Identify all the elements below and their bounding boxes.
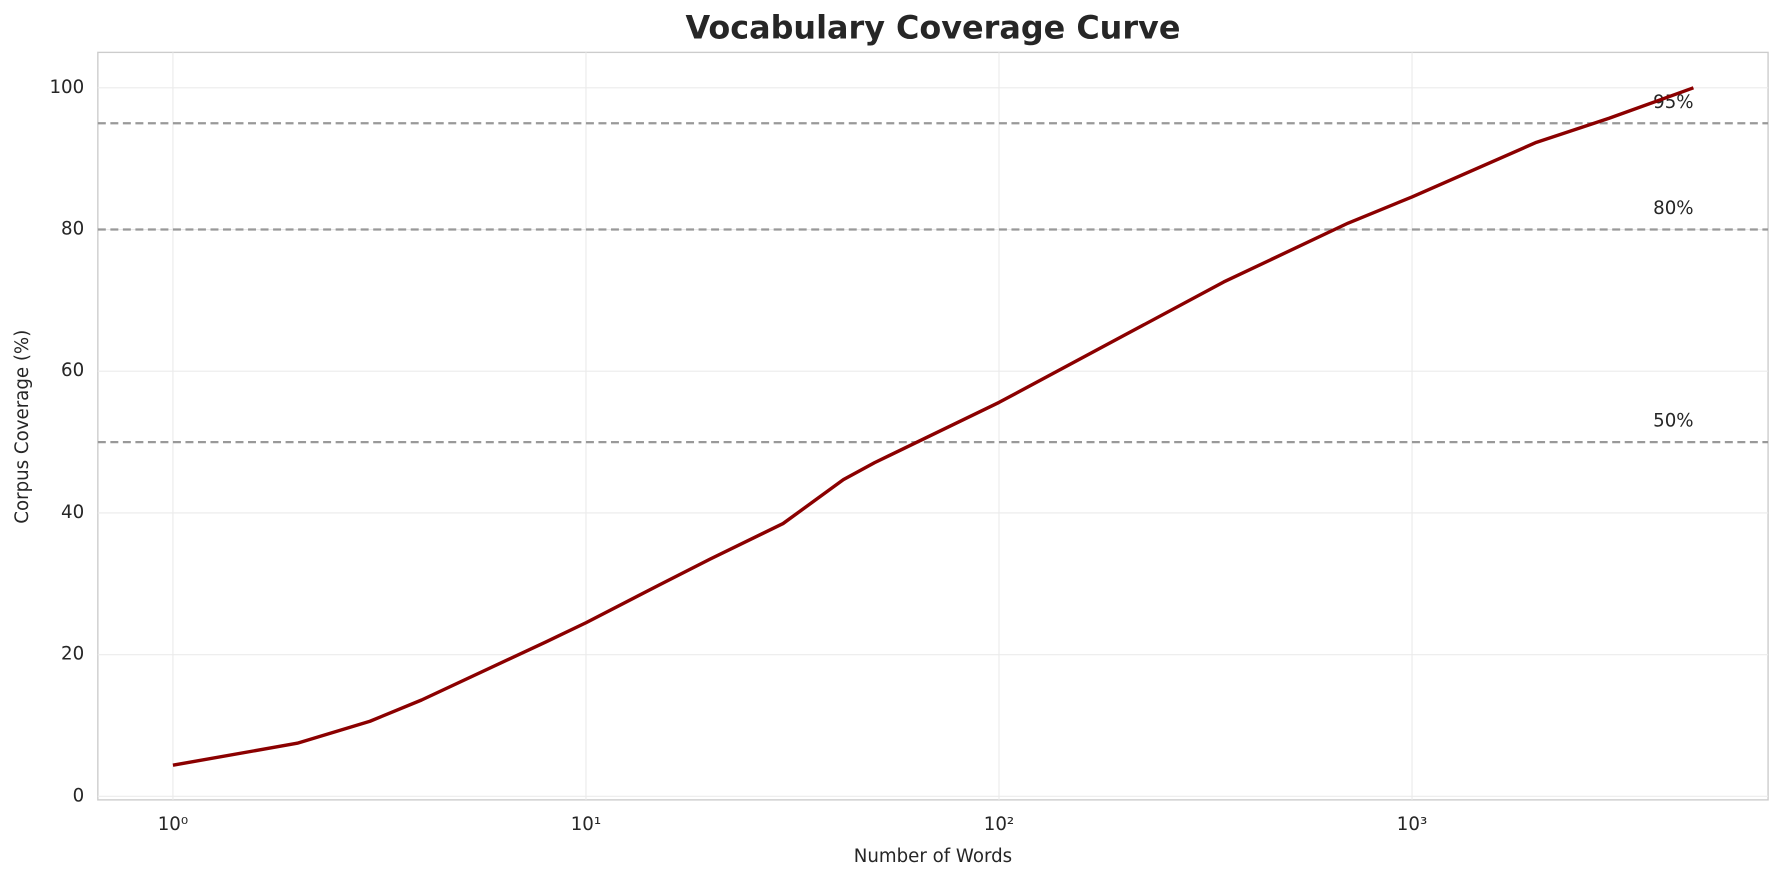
y-axis-label: Corpus Coverage (%): [12, 330, 33, 524]
y-tick-label: 60: [61, 360, 84, 381]
x-axis-label: Number of Words: [854, 846, 1012, 867]
y-tick-label: 100: [49, 77, 84, 98]
x-tick-label: 10²: [984, 814, 1014, 835]
data-line: [172, 86, 1694, 767]
plot-area: [97, 51, 1769, 801]
reference-label: 50%: [1653, 411, 1693, 432]
x-tick-label: 10⁰: [158, 814, 188, 835]
reference-label: 80%: [1653, 198, 1693, 219]
y-tick-label: 80: [61, 219, 84, 240]
y-tick-label: 0: [73, 785, 85, 806]
y-tick-label: 20: [61, 644, 84, 665]
x-tick-label: 10¹: [571, 814, 601, 835]
x-tick-label: 10³: [1397, 814, 1427, 835]
chart-title: Vocabulary Coverage Curve: [685, 9, 1180, 47]
y-tick-label: 40: [61, 502, 84, 523]
